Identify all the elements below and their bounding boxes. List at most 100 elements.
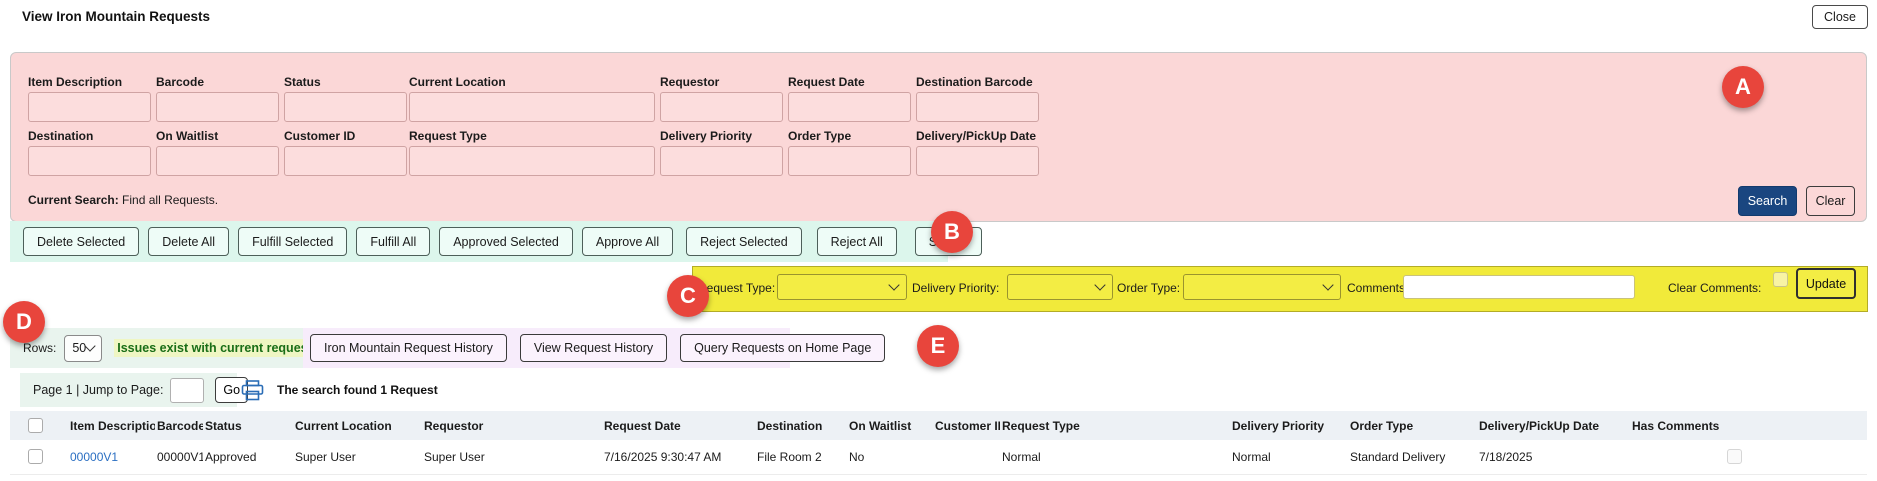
column-header: Delivery/PickUp Date: [1477, 411, 1630, 440]
fulfill-selected-button[interactable]: Fulfill Selected: [238, 227, 348, 256]
status-input[interactable]: [284, 92, 407, 122]
destination-input[interactable]: [28, 146, 151, 176]
approve-all-button[interactable]: Approve All: [581, 227, 674, 256]
current-search-value: Find all Requests.: [122, 193, 219, 207]
column-header: Has Comments: [1630, 411, 1867, 440]
delivery-pickup-date-cell: 7/18/2025: [1477, 440, 1630, 475]
search-field-label: Request Type: [409, 129, 487, 143]
destination-cell: File Room 2: [755, 440, 847, 475]
table-row: 00000V1 00000V1 Approved Super User Supe…: [10, 440, 1867, 475]
search-field-label: Destination Barcode: [916, 75, 1033, 89]
search-field-label: Request Date: [788, 75, 865, 89]
page-jump-label: Page 1 | Jump to Page:: [33, 383, 164, 397]
column-header: Barcode: [155, 411, 203, 440]
pagination-bar: Page 1 | Jump to Page: Go: [20, 373, 249, 407]
barcode-input[interactable]: [156, 92, 279, 122]
jump-to-page-input[interactable]: [170, 377, 205, 403]
order-type-label: Order Type:: [1117, 281, 1181, 295]
on-waitlist-input[interactable]: [156, 146, 279, 176]
approved-selected-button[interactable]: Approved Selected: [439, 227, 573, 256]
print-icon[interactable]: [241, 380, 264, 406]
search-field-label: Delivery Priority: [660, 129, 753, 143]
order-type-select[interactable]: [1183, 274, 1341, 300]
search-field-label: Item Description: [28, 75, 123, 89]
delete-selected-button[interactable]: Delete Selected: [23, 227, 140, 256]
row-select-checkbox[interactable]: [28, 449, 43, 465]
request-date-cell: 7/16/2025 9:30:47 AM: [602, 440, 755, 475]
barcode-cell: 00000V1: [155, 440, 203, 475]
delivery-pickup-date-input[interactable]: [916, 146, 1039, 176]
clear-button[interactable]: Clear: [1806, 186, 1855, 216]
search-field-label: On Waitlist: [156, 129, 219, 143]
request-type-input[interactable]: [409, 146, 655, 176]
column-header: Current Location: [293, 411, 422, 440]
search-result-count: The search found 1 Request: [277, 383, 438, 397]
delivery-priority-select[interactable]: [1007, 274, 1113, 300]
column-header: Delivery Priority: [1230, 411, 1348, 440]
column-header: Customer ID: [933, 411, 1000, 440]
column-header: Requestor: [422, 411, 602, 440]
search-field-label: Status: [284, 75, 321, 89]
requestor-cell: Super User: [422, 440, 602, 475]
search-field-label: Current Location: [409, 75, 506, 89]
requestor-input[interactable]: [660, 92, 783, 122]
clear-comments-label: Clear Comments:: [1668, 281, 1762, 295]
requests-table: Item Description Barcode Status Current …: [10, 411, 1867, 475]
reject-selected-button[interactable]: Reject Selected: [686, 227, 802, 256]
request-type-select[interactable]: [777, 274, 907, 300]
chevron-down-icon: [1322, 279, 1334, 291]
reject-all-button[interactable]: Reject All: [816, 227, 897, 256]
select-all-checkbox[interactable]: [28, 418, 43, 433]
status-cell: Approved: [203, 440, 293, 475]
item-description-input[interactable]: [28, 92, 151, 122]
annotation-badge-d: D: [3, 301, 45, 343]
column-header: Request Type: [1000, 411, 1230, 440]
annotation-badge-c: C: [667, 275, 709, 317]
delivery-priority-input[interactable]: [660, 146, 783, 176]
query-requests-home-page-button[interactable]: Query Requests on Home Page: [680, 334, 886, 362]
issues-warning-text: Issues exist with current requests!: [114, 339, 326, 357]
delivery-priority-label: Delivery Priority:: [912, 281, 1000, 295]
column-header: Status: [203, 411, 293, 440]
search-field-label: Delivery/PickUp Date: [916, 129, 1037, 143]
search-field-label: Barcode: [156, 75, 205, 89]
annotation-badge-a: A: [1722, 66, 1764, 108]
customer-id-cell: [933, 440, 1000, 475]
clear-comments-checkbox[interactable]: [1773, 272, 1788, 287]
request-date-input[interactable]: [788, 92, 911, 122]
request-type-label: Request Type:: [698, 281, 776, 295]
fulfill-all-button[interactable]: Fulfill All: [356, 227, 431, 256]
current-location-input[interactable]: [409, 92, 655, 122]
current-search-label: Current Search:: [28, 193, 119, 207]
iron-mountain-request-history-button[interactable]: Iron Mountain Request History: [310, 334, 507, 362]
annotation-badge-e: E: [917, 325, 959, 367]
view-request-history-button[interactable]: View Request History: [519, 334, 668, 362]
rows-toolbar: Rows: 50 Issues exist with current reque…: [10, 328, 326, 368]
customer-id-input[interactable]: [284, 146, 407, 176]
has-comments-checkbox: [1727, 449, 1742, 465]
request-type-cell: Normal: [1000, 440, 1230, 475]
column-header: Order Type: [1348, 411, 1477, 440]
search-panel: Item Description Barcode Status Current …: [10, 52, 1867, 222]
current-location-cell: Super User: [293, 440, 422, 475]
request-action-bar: Delete Selected Delete All Fulfill Selec…: [10, 221, 982, 262]
on-waitlist-cell: No: [847, 440, 933, 475]
delete-all-button[interactable]: Delete All: [148, 227, 230, 256]
close-button[interactable]: Close: [1812, 5, 1868, 29]
search-field-label: Destination: [28, 129, 94, 143]
column-header: Destination: [755, 411, 847, 440]
order-type-cell: Standard Delivery: [1348, 440, 1477, 475]
current-search-text: Current Search: Find all Requests.: [28, 193, 218, 207]
page-title: View Iron Mountain Requests: [22, 9, 211, 24]
search-field-label: Order Type: [788, 129, 852, 143]
chevron-down-icon: [888, 279, 900, 291]
update-button[interactable]: Update: [1796, 268, 1856, 299]
column-header: Request Date: [602, 411, 755, 440]
rows-per-page-select[interactable]: 50: [64, 334, 103, 362]
search-button[interactable]: Search: [1738, 186, 1797, 216]
item-description-link[interactable]: 00000V1: [70, 449, 119, 464]
comments-input[interactable]: [1403, 275, 1635, 299]
destination-barcode-input[interactable]: [916, 92, 1039, 122]
order-type-input[interactable]: [788, 146, 911, 176]
